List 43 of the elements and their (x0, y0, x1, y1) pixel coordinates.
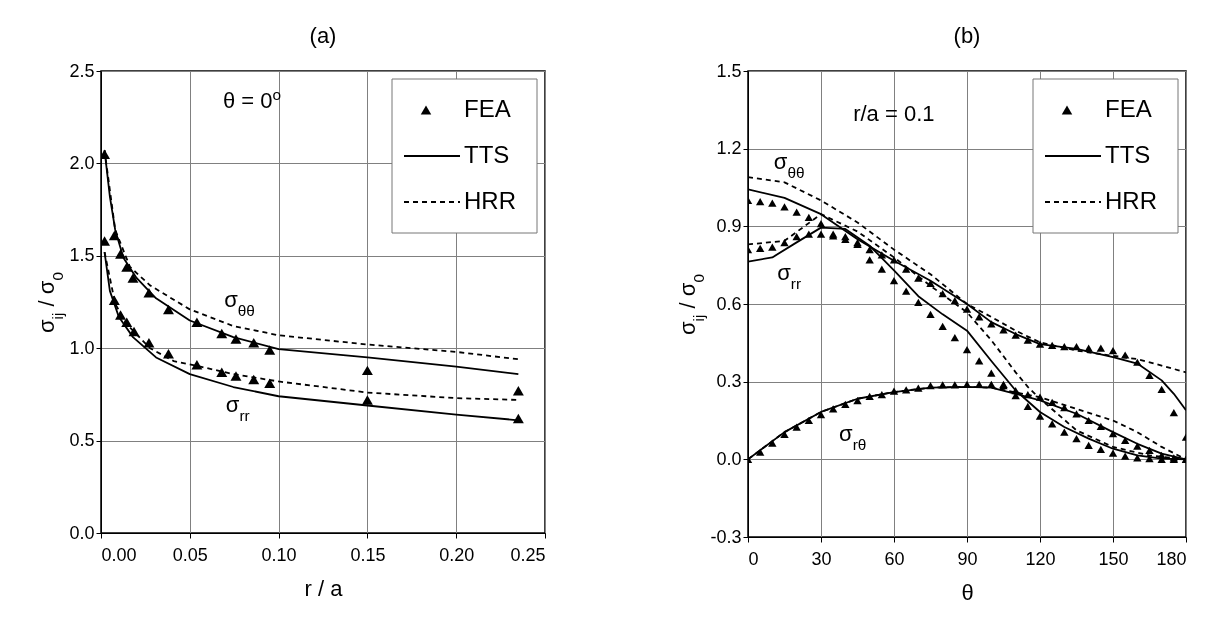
chart-title: (a) (309, 23, 337, 48)
y-tick-label: 0.0 (716, 448, 742, 469)
annotation: σ$_{rθ}$ (839, 420, 867, 453)
x-tick-label: 0.20 (439, 544, 475, 565)
y-tick-label: -0.3 (710, 526, 742, 547)
y-tick-label: 0.9 (716, 215, 742, 236)
x-tick-label: 0.00 (101, 544, 137, 565)
annotation: σ$_{θθ}$ (224, 287, 255, 319)
x-tick-label: 60 (884, 548, 905, 569)
legend-label: HRR (464, 187, 516, 214)
annotation: θ = 0$^{o}$ (222, 85, 282, 113)
x-tick-label: 0 (748, 548, 759, 569)
y-tick-label: 0.3 (716, 371, 742, 392)
y-tick-label: 1.5 (69, 245, 95, 266)
y-tick-label: 0.5 (69, 430, 95, 451)
legend-label: FEA (464, 95, 511, 122)
legend-label: FEA (1105, 95, 1152, 122)
y-tick-label: 2.5 (69, 60, 95, 81)
y-tick-label: 0.6 (716, 293, 742, 314)
x-tick-label: 30 (811, 548, 832, 569)
x-axis-title: θ (961, 579, 974, 605)
legend-label: TTS (1105, 141, 1151, 168)
annotation: r/a = 0.1 (853, 101, 935, 127)
x-tick-label: 150 (1098, 548, 1129, 569)
legend-label: TTS (464, 141, 510, 168)
x-tick-label: 0.25 (510, 544, 546, 565)
annotation: σ$_{rr}$ (225, 392, 250, 424)
chart-title: (b) (953, 23, 981, 48)
x-tick-label: 0.10 (261, 544, 297, 565)
x-tick-label: 0.05 (172, 544, 208, 565)
annotation: σ$_{θθ}$ (773, 148, 805, 181)
x-tick-label: 0.15 (350, 544, 386, 565)
y-tick-label: 2.0 (69, 152, 95, 173)
x-tick-label: 120 (1025, 548, 1056, 569)
x-tick-label: 90 (957, 548, 978, 569)
legend-label: HRR (1105, 187, 1157, 214)
x-tick-label: 180 (1156, 548, 1187, 569)
y-tick-label: 1.0 (69, 337, 95, 358)
x-axis-title: r / a (304, 575, 344, 601)
y-tick-label: 1.2 (716, 138, 742, 159)
y-tick-label: 0.0 (69, 522, 95, 543)
y-tick-label: 1.5 (716, 60, 742, 81)
annotation: σ$_{rr}$ (777, 259, 802, 292)
